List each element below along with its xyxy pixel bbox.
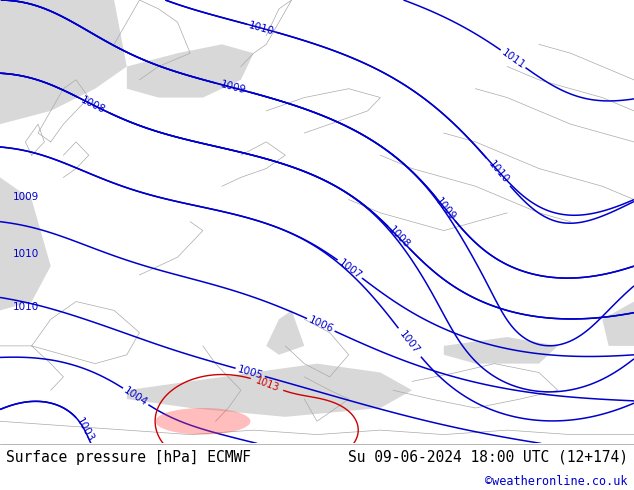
Text: 1008: 1008 — [386, 224, 411, 250]
Text: 1009: 1009 — [219, 79, 247, 96]
Text: ©weatheronline.co.uk: ©weatheronline.co.uk — [485, 475, 628, 488]
Polygon shape — [602, 301, 634, 346]
Polygon shape — [127, 44, 254, 98]
Polygon shape — [444, 337, 558, 364]
Text: 1009: 1009 — [13, 192, 39, 201]
Text: 1010: 1010 — [13, 302, 39, 313]
Text: 1007: 1007 — [398, 329, 422, 356]
Text: 1006: 1006 — [307, 315, 335, 335]
Text: 1010: 1010 — [13, 249, 39, 259]
Text: 1004: 1004 — [122, 385, 150, 408]
Text: 1003: 1003 — [74, 416, 96, 444]
Polygon shape — [0, 0, 127, 124]
Text: 1013: 1013 — [254, 375, 280, 393]
Ellipse shape — [155, 408, 250, 435]
Text: 1008: 1008 — [79, 95, 107, 115]
Text: 1010: 1010 — [486, 159, 510, 185]
Text: 1005: 1005 — [236, 364, 264, 381]
Polygon shape — [0, 177, 51, 311]
Polygon shape — [127, 364, 412, 417]
Text: 1009: 1009 — [434, 196, 458, 222]
Text: 1010: 1010 — [248, 20, 276, 36]
Text: 1011: 1011 — [500, 47, 527, 71]
Text: Su 09-06-2024 18:00 UTC (12+174): Su 09-06-2024 18:00 UTC (12+174) — [347, 450, 628, 465]
Text: Surface pressure [hPa] ECMWF: Surface pressure [hPa] ECMWF — [6, 450, 251, 465]
Polygon shape — [266, 311, 304, 355]
Text: 1007: 1007 — [337, 257, 363, 281]
